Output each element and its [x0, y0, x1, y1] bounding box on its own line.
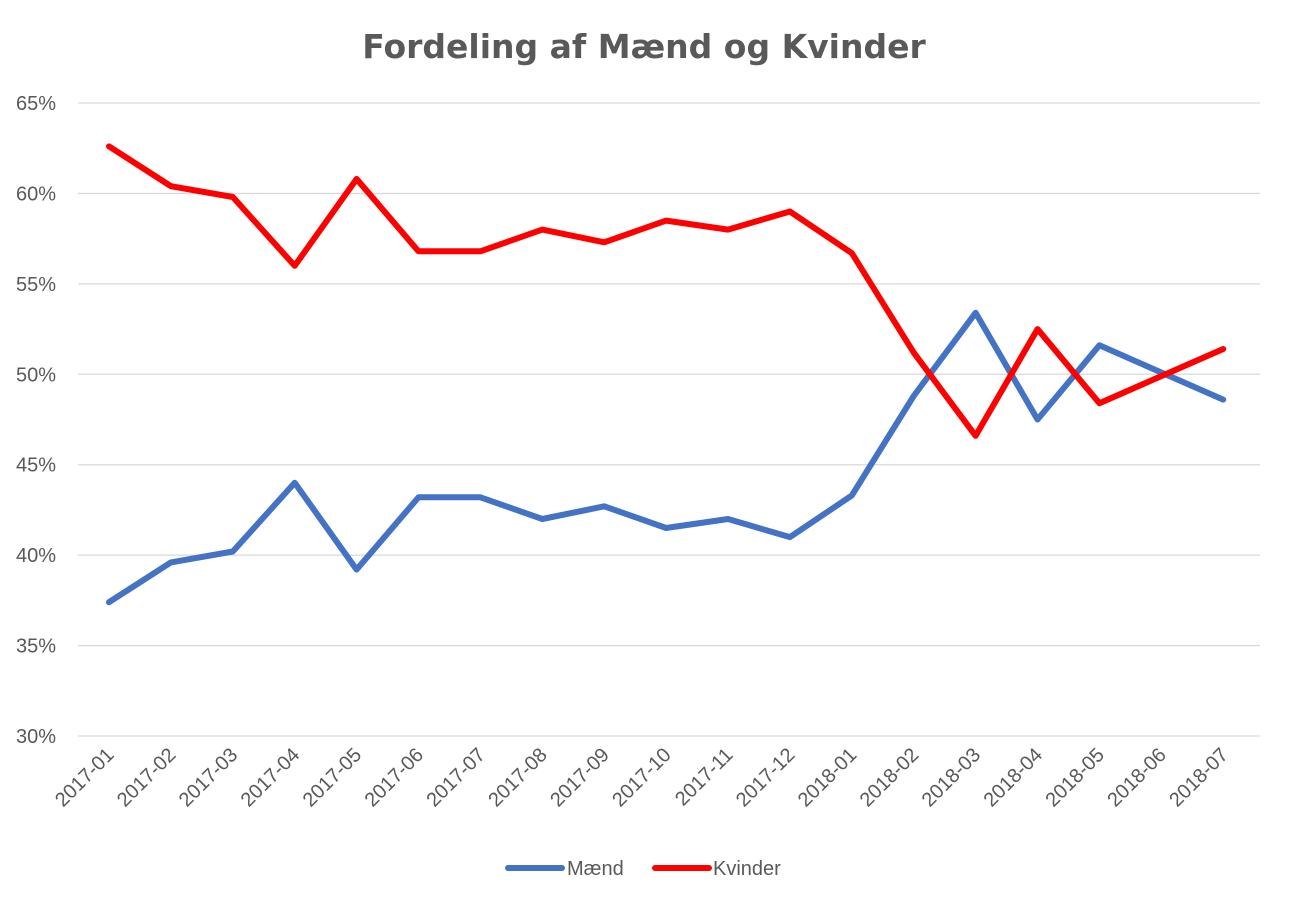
y-tick-label: 45% [16, 455, 56, 477]
x-tick-label: 2017-11 [671, 744, 737, 810]
x-tick-label: 2018-05 [1041, 744, 1108, 811]
x-axis-ticks: 2017-012017-022017-032017-042017-052017-… [51, 744, 1233, 811]
y-tick-label: 55% [16, 274, 56, 296]
series-line-kvinder [106, 143, 1227, 439]
chart-title: Fordeling af Mænd og Kvinder [362, 27, 926, 66]
y-tick-label: 60% [16, 183, 56, 205]
x-tick-label: 2018-06 [1103, 744, 1170, 811]
x-tick-label: 2017-10 [608, 744, 675, 811]
y-tick-label: 65% [16, 93, 56, 115]
x-tick-label: 2017-07 [422, 744, 489, 811]
x-tick-label: 2017-04 [237, 744, 304, 811]
x-tick-label: 2017-08 [484, 744, 551, 811]
x-tick-label: 2018-02 [856, 744, 923, 811]
x-tick-label: 2017-06 [361, 744, 428, 811]
y-tick-label: 30% [16, 726, 56, 748]
x-tick-label: 2017-01 [51, 744, 118, 811]
gridlines [78, 102, 1260, 737]
x-tick-label: 2017-05 [299, 744, 366, 811]
x-tick-label: 2017-12 [732, 744, 799, 811]
y-tick-label: 50% [16, 364, 56, 386]
x-tick-label: 2018-03 [918, 744, 985, 811]
x-tick-label: 2018-04 [980, 744, 1047, 811]
x-tick-label: 2018-01 [794, 744, 861, 811]
series-lines [106, 143, 1227, 606]
x-tick-label: 2017-02 [113, 744, 180, 811]
x-tick-label: 2018-07 [1165, 744, 1232, 811]
legend: Mænd Kvinder [505, 858, 781, 880]
x-tick-label: 2017-09 [546, 744, 613, 811]
y-axis-ticks: 30% 35% 40% 45% 50% 55% 60% 65% [16, 93, 56, 748]
series-line-maend [106, 309, 1227, 606]
y-tick-label: 35% [16, 636, 56, 658]
legend-label: Kvinder [713, 858, 781, 880]
y-tick-label: 40% [16, 545, 56, 567]
legend-label: Mænd [567, 858, 624, 880]
x-tick-label: 2017-03 [175, 744, 242, 811]
